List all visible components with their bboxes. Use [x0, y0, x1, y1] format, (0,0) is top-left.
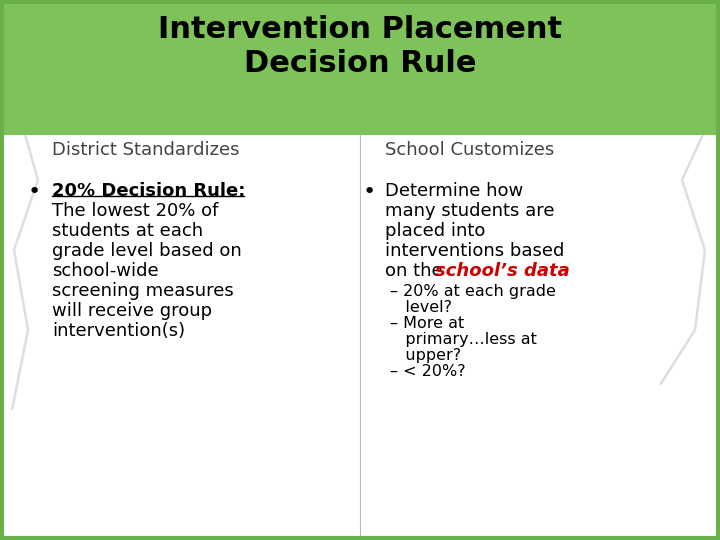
Text: Determine how: Determine how — [385, 182, 523, 200]
Text: The lowest 20% of: The lowest 20% of — [52, 202, 218, 220]
Text: Intervention Placement: Intervention Placement — [158, 16, 562, 44]
Text: screening measures: screening measures — [52, 282, 234, 300]
Text: 20% Decision Rule:: 20% Decision Rule: — [52, 182, 246, 200]
Text: level?: level? — [390, 300, 452, 315]
Text: Decision Rule: Decision Rule — [244, 50, 476, 78]
Text: •: • — [28, 182, 41, 202]
Text: school-wide: school-wide — [52, 262, 158, 280]
Text: School Customizes: School Customizes — [385, 141, 554, 159]
Text: students at each: students at each — [52, 222, 203, 240]
Text: – More at: – More at — [390, 316, 464, 331]
Text: primary…less at: primary…less at — [390, 332, 537, 347]
Text: – 20% at each grade: – 20% at each grade — [390, 284, 556, 299]
Text: District Standardizes: District Standardizes — [52, 141, 240, 159]
Text: on the: on the — [385, 262, 449, 280]
FancyBboxPatch shape — [0, 0, 720, 135]
Text: placed into: placed into — [385, 222, 485, 240]
Text: intervention(s): intervention(s) — [52, 322, 185, 340]
Text: interventions based: interventions based — [385, 242, 564, 260]
Text: upper?: upper? — [390, 348, 461, 363]
Text: – < 20%?: – < 20%? — [390, 364, 466, 379]
Text: •: • — [363, 182, 377, 202]
Text: school’s data: school’s data — [435, 262, 570, 280]
Text: grade level based on: grade level based on — [52, 242, 242, 260]
Text: many students are: many students are — [385, 202, 554, 220]
Text: will receive group: will receive group — [52, 302, 212, 320]
